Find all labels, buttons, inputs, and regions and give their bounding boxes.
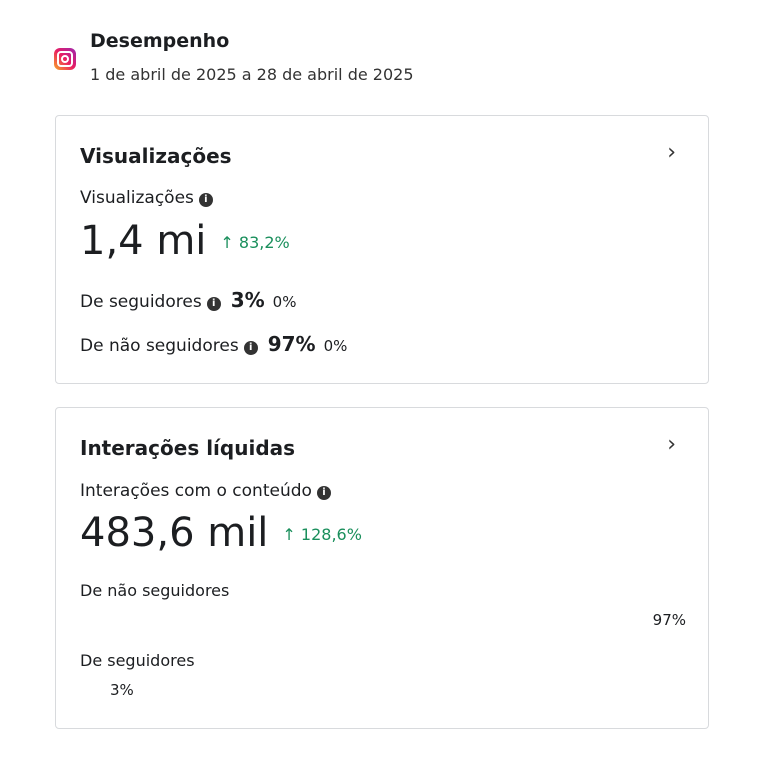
info-icon[interactable]: i	[243, 341, 258, 355]
metric-value: 483,6 mil ↑ 128,6%	[80, 510, 362, 556]
chevron-right-icon[interactable]: ›	[667, 432, 676, 457]
arrow-up-icon: ↑	[282, 525, 296, 544]
info-icon[interactable]: i	[206, 297, 221, 311]
metric-label: Interações com o conteúdo i	[80, 481, 331, 501]
chevron-right-icon[interactable]: ›	[667, 140, 676, 165]
non-followers-row: De não seguidores i 97% 0%	[80, 332, 348, 356]
metric-label: Visualizações i	[80, 188, 213, 208]
non-followers-label: De não seguidores	[80, 581, 230, 600]
instagram-icon	[54, 48, 76, 70]
change-badge: ↑ 128,6%	[282, 525, 362, 544]
info-icon[interactable]: i	[316, 486, 331, 500]
card-title: Interações líquidas	[80, 436, 296, 460]
non-followers-pct: 97%	[652, 611, 686, 629]
change-badge: ↑ 83,2%	[220, 233, 290, 252]
date-range: 1 de abril de 2025 a 28 de abril de 2025	[90, 65, 414, 84]
interactions-card[interactable]: Interações líquidas › Interações com o c…	[55, 407, 709, 729]
card-title: Visualizações	[80, 144, 232, 168]
info-icon[interactable]: i	[198, 193, 213, 207]
views-card[interactable]: Visualizações › Visualizações i 1,4 mi ↑ 8…	[55, 115, 709, 384]
followers-row: De seguidores i 3% 0%	[80, 288, 297, 312]
followers-label: De seguidores	[80, 651, 195, 670]
arrow-up-icon: ↑	[220, 233, 234, 252]
followers-pct: 3%	[110, 681, 134, 699]
metric-value: 1,4 mi ↑ 83,2%	[80, 218, 290, 264]
page-title: Desempenho	[90, 30, 230, 52]
